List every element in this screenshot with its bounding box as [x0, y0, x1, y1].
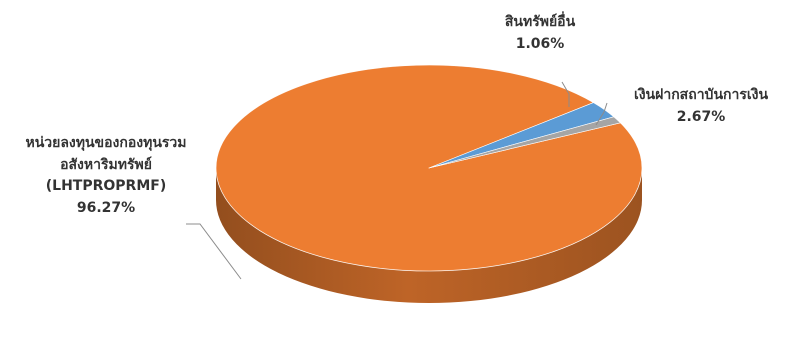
slice-value-label: 1.06%	[515, 35, 565, 52]
slice-label-other-assets: สินทรัพย์อื่น 1.06%	[480, 12, 600, 55]
leader-line-lhtproprmf	[186, 223, 242, 280]
slice-name-line: เงินฝากสถาบันการเงิน	[633, 87, 769, 103]
pie-rim	[215, 64, 643, 272]
slice-label-deposits: เงินฝากสถาบันการเงิน 2.67%	[592, 85, 801, 128]
pie-side-wall	[216, 168, 642, 303]
slice-value-label: 96.27%	[76, 200, 136, 217]
slice-value-label: 2.67%	[676, 108, 726, 125]
slice-name-line: สินทรัพย์อื่น	[504, 14, 576, 30]
slice-name-line: หน่วยลงทุนของกองทุนรวม	[25, 135, 187, 151]
leader-line-deposits	[595, 102, 608, 126]
slice-name-line: (LHTPROPRMF)	[45, 178, 167, 195]
slice-other-assets	[428, 116, 621, 169]
slice-name-line: อสังหาริมทรัพย์	[60, 156, 152, 173]
leader-line-other-assets	[561, 81, 570, 107]
slice-label-lhtproprmf: หน่วยลงทุนของกองทุนรวม อสังหาริมทรัพย์ (…	[6, 133, 206, 220]
